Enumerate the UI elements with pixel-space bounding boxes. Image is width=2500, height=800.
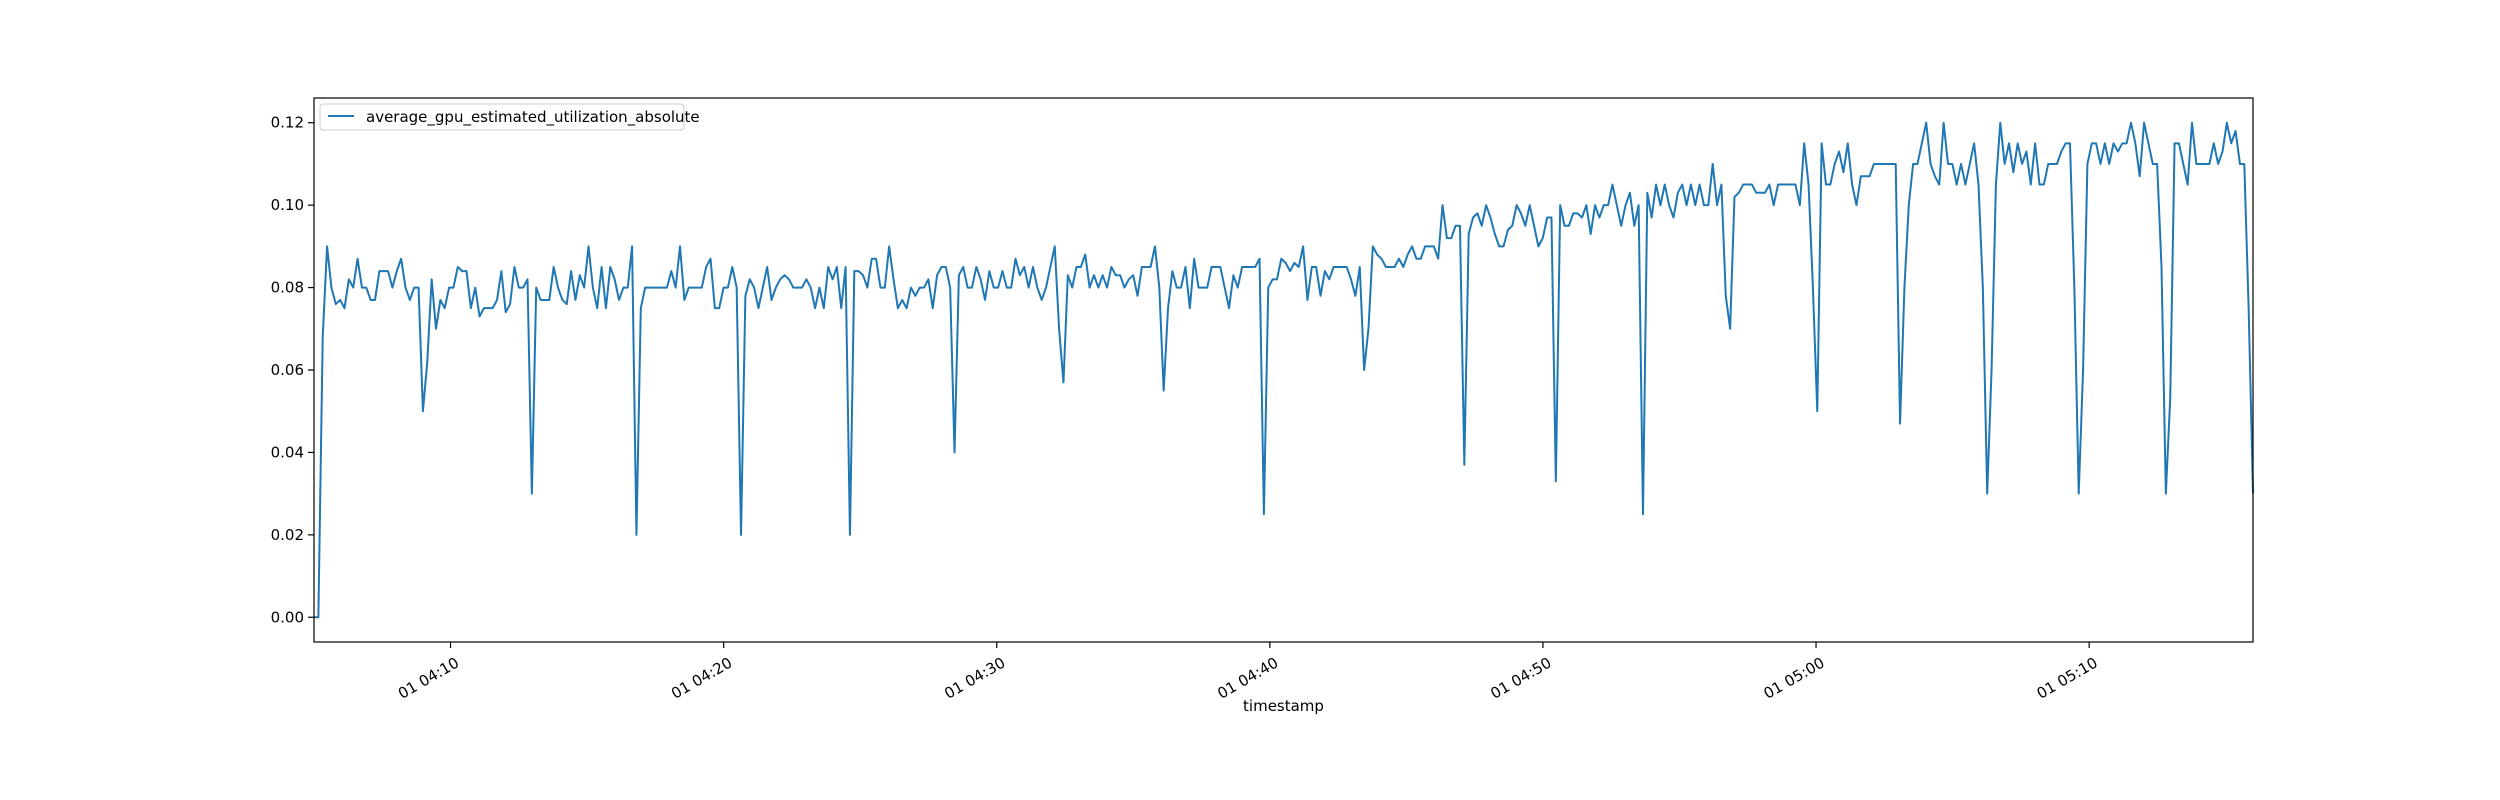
y-tick-label: 0.04: [271, 443, 304, 461]
y-tick-label: 0.00: [271, 608, 304, 626]
y-tick-label: 0.06: [271, 361, 304, 379]
y-tick-label: 0.12: [271, 114, 304, 132]
series-line: [314, 121, 2254, 619]
y-tick-label: 0.02: [271, 526, 304, 544]
y-tick-label: 0.08: [271, 279, 304, 297]
legend-box: [319, 103, 685, 131]
plot-area: [314, 98, 2253, 642]
x-axis-label: timestamp: [1243, 697, 1324, 715]
plot-frame: [313, 97, 2254, 643]
y-tick-label: 0.10: [271, 196, 304, 214]
legend-entry: average_gpu_estimated_utilization_absolu…: [366, 108, 700, 127]
y-axis: 0.00 0.02 0.04 0.06 0.08 0.10 0.12: [271, 114, 314, 626]
legend: average_gpu_estimated_utilization_absolu…: [319, 103, 700, 131]
